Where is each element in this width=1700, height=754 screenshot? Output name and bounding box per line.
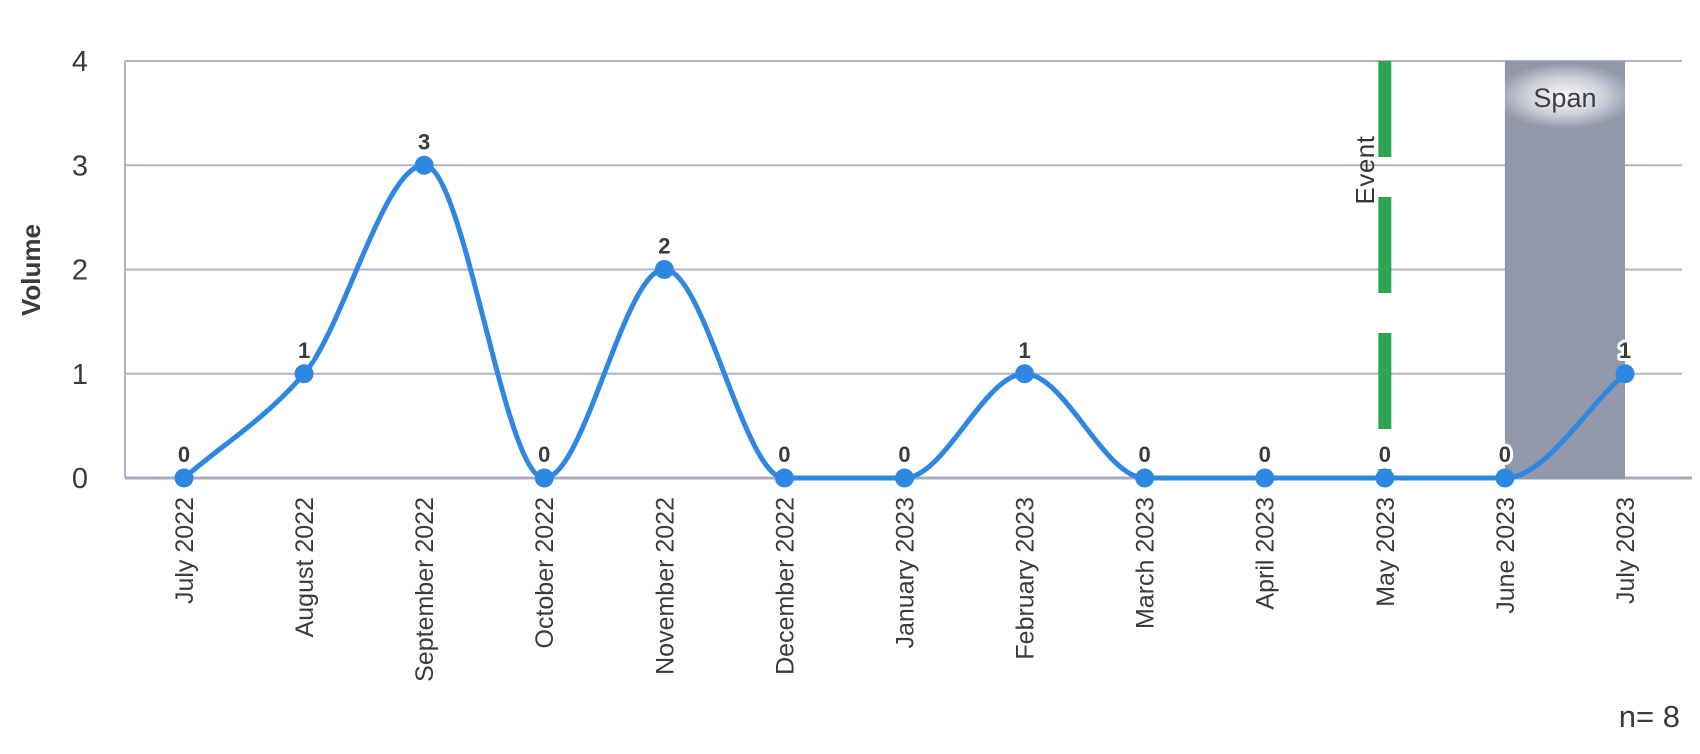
x-tick-label: September 2022	[411, 497, 439, 682]
data-point-label: 3	[418, 129, 430, 154]
y-tick-label: 3	[72, 150, 88, 182]
data-point-marker	[1015, 364, 1035, 384]
x-tick-label: May 2023	[1372, 497, 1400, 607]
data-point-marker	[1375, 468, 1395, 488]
x-tick-label: June 2023	[1492, 497, 1520, 614]
data-point-marker	[1615, 364, 1635, 384]
data-point-label: 1	[1619, 338, 1631, 363]
data-point-label: 0	[778, 442, 790, 467]
x-tick-label: January 2023	[891, 497, 919, 649]
data-point-label: 0	[898, 442, 910, 467]
y-axis-title: Volume	[16, 224, 46, 316]
data-point-marker	[174, 468, 194, 488]
x-tick-label: February 2023	[1012, 497, 1040, 660]
data-point-marker	[894, 468, 914, 488]
x-tick-label: August 2022	[291, 497, 319, 637]
data-point-marker	[1135, 468, 1155, 488]
x-tick-label: October 2022	[531, 497, 559, 649]
data-point-label: 0	[1259, 442, 1271, 467]
data-point-marker	[534, 468, 554, 488]
data-point-marker	[294, 364, 314, 384]
y-tick-label: 1	[72, 359, 88, 391]
span-label: Span	[1533, 83, 1596, 113]
sample-size-label: n= 8	[1618, 699, 1680, 734]
data-point-label: 0	[1499, 442, 1511, 467]
x-tick-label: July 2022	[171, 497, 199, 604]
data-point-marker	[1255, 468, 1275, 488]
x-tick-label: July 2023	[1612, 497, 1640, 604]
data-point-label: 1	[1018, 338, 1030, 363]
data-point-label: 1	[298, 338, 310, 363]
data-point-label: 2	[658, 234, 670, 259]
data-point-label: 0	[178, 442, 190, 467]
event-label: Event	[1350, 135, 1380, 204]
data-point-label: 0	[538, 442, 550, 467]
data-point-label: 0	[1379, 442, 1391, 467]
data-point-marker	[1495, 468, 1515, 488]
volume-series-line	[181, 162, 1628, 481]
y-tick-label: 4	[72, 46, 88, 78]
data-point-marker	[774, 468, 794, 488]
x-tick-label: November 2022	[651, 497, 679, 675]
y-tick-label: 0	[72, 463, 88, 495]
span-region	[1504, 61, 1625, 480]
data-point-marker	[654, 260, 674, 279]
y-tick-label: 2	[72, 255, 88, 287]
data-point-label: 0	[1139, 442, 1151, 467]
x-tick-label: April 2023	[1252, 497, 1280, 610]
x-tick-label: December 2022	[771, 497, 799, 675]
span-label-glow	[1494, 63, 1635, 129]
data-point-marker	[414, 155, 434, 175]
x-tick-label: March 2023	[1132, 497, 1160, 629]
